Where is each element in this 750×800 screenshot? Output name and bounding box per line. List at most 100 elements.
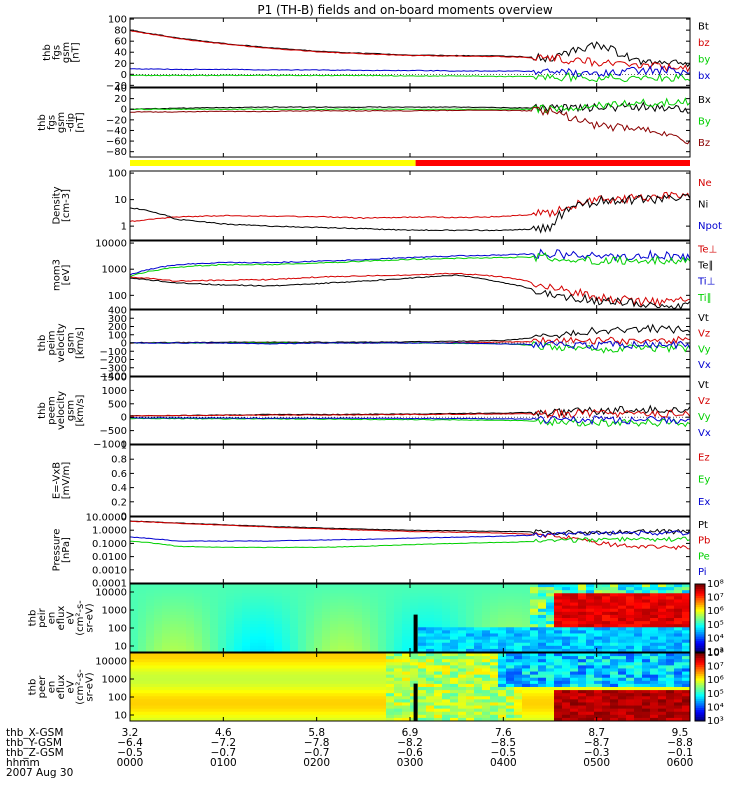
- orbit-value-x: 4.6: [215, 727, 232, 739]
- electron_spectrogram-colorbar-label: 10³: [707, 716, 724, 727]
- orbit-value-hhmm: 0000: [117, 757, 144, 769]
- electron_spectrogram-ytick-label: 10000: [95, 657, 127, 668]
- ion_velocity-ylabel-line: peim: [47, 330, 58, 355]
- electron_spectrogram-colorbar-label: 10⁸: [707, 648, 724, 659]
- ion_velocity-legend-item: Vx: [698, 360, 711, 371]
- plot-title: P1 (TH-B) fields and on-board moments ov…: [257, 3, 553, 17]
- fgs_gsm_dipole-ylabel-line: -dip: [66, 113, 77, 132]
- electron_velocity-ylabel-line: thb: [37, 402, 48, 419]
- ion_spectrogram-ytick-label: 1000: [102, 606, 127, 617]
- efield-ylabel-line: E=-VxB: [51, 462, 62, 499]
- ion_spectrogram-data-gap: [413, 614, 418, 652]
- temperature-ylabel: mom3[eV]: [51, 259, 72, 291]
- electron_velocity-ylabel-line: peem: [47, 396, 58, 424]
- electron_velocity-ytick-label: −1000: [93, 440, 127, 451]
- pressure-ylabel-line: Pressure: [51, 529, 62, 572]
- fgs_gsm_dipole-ytick-label: 20: [114, 94, 127, 105]
- density-ylabel: Density[cm-3]: [51, 186, 72, 224]
- ion_velocity-ytick-label: −100: [100, 347, 127, 358]
- density-ytick-label: 1: [121, 222, 127, 233]
- panel-mode-bar: [130, 160, 690, 166]
- fgs_gsm_dipole-frame: [129, 87, 691, 158]
- orbit-value-y: −7.8: [304, 737, 330, 749]
- efield-ytick-label: 0.6: [111, 469, 127, 480]
- electron_spectrogram-colorbar-label: 10⁷: [707, 662, 724, 673]
- ion_spectrogram-ylabel-line: peir: [37, 607, 48, 627]
- temperature-ylabel-line: mom3: [51, 259, 62, 291]
- fgs_gsm-ylabel-line: thb: [42, 44, 53, 61]
- ion_spectrogram-colorbar-label: 10⁴: [707, 633, 724, 644]
- fgs_gsm-legend-item: bx: [698, 71, 710, 82]
- electron_velocity-ytick-label: 1000: [102, 386, 127, 397]
- electron_velocity-ytick-label: 1500: [102, 373, 127, 384]
- orbit-value-hhmm: 0300: [397, 757, 424, 769]
- fgs_gsm_dipole-ytick-label: −40: [106, 126, 127, 137]
- temperature-series-ti: [129, 252, 691, 277]
- orbit-value-hhmm: 0500: [583, 757, 610, 769]
- ion_velocity-ylabel-line: [km/s]: [75, 327, 86, 359]
- orbit-value-hhmm: 0100: [210, 757, 237, 769]
- orbit-value-y: −8.2: [397, 737, 423, 749]
- fgs_gsm_dipole-ytick-label: −20: [106, 115, 127, 126]
- pressure-ytick-label: 0.1000: [92, 539, 127, 550]
- density-legend-item: Ne: [698, 178, 712, 189]
- ion_spectrogram-colorbar-label: 10⁶: [707, 606, 724, 617]
- ion_spectrogram-ylabel-line: thb: [28, 610, 39, 627]
- electron_spectrogram-ytick-label: 1000: [102, 675, 127, 686]
- pressure-legend-item: Pb: [698, 536, 710, 547]
- pressure-legend-item: Pi: [698, 567, 707, 578]
- orbit-value-z: −0.5: [491, 747, 517, 759]
- fgs_gsm_dipole-legend-item: Bz: [698, 138, 710, 149]
- fgs_gsm-series-by: [129, 72, 691, 83]
- electron_spectrogram-ylabel-line: eV: [66, 680, 77, 693]
- ion_velocity-series-vt: [129, 323, 691, 344]
- ion_velocity-ylabel-line: velocity: [56, 323, 67, 362]
- ion_velocity-ytick-label: 0: [121, 339, 127, 350]
- temperature-legend-item: Ti⊥: [697, 277, 715, 288]
- temperature-ylabel-line: [eV]: [61, 265, 72, 286]
- electron_spectrogram-cells: [130, 653, 691, 722]
- ion_velocity-ytick-label: −200: [100, 355, 127, 366]
- electron_spectrogram-ytick-label: 10: [114, 711, 127, 722]
- fgs_gsm-ytick-label: −20: [106, 81, 127, 92]
- plot-date: 2007 Aug 30: [6, 767, 73, 779]
- density-ytick-label: 10: [114, 195, 127, 206]
- orbit-value-y: −8.8: [667, 737, 693, 749]
- orbit-value-x: 5.8: [308, 727, 325, 739]
- ion_spectrogram-colorbar-label: 10³: [707, 647, 724, 658]
- orbit-value-x: 3.2: [122, 727, 139, 739]
- efield-legend-item: Ez: [698, 453, 710, 464]
- ion_spectrogram-ylabel-line: sr-eV): [85, 603, 96, 632]
- temperature-legend-item: Te∥: [697, 261, 714, 272]
- orbit-value-z: −0.7: [304, 747, 330, 759]
- electron_spectrogram-ylabel-line: sr-eV): [85, 672, 96, 701]
- panel-density: 100 10 1 Ne Ni Npot Density[cm-3]: [51, 169, 722, 241]
- fgs_gsm_dipole-ytick-label: −80: [106, 147, 127, 158]
- efield-ytick-label: 0.4: [111, 483, 127, 494]
- pressure-frame: [129, 516, 691, 584]
- orbit-value-x: 7.6: [495, 727, 512, 739]
- electron_velocity-ylabel-line: velocity: [56, 391, 67, 430]
- orbit-value-hhmm: 0200: [303, 757, 330, 769]
- efield-ytick-label: 0.8: [111, 455, 127, 466]
- ion_spectrogram-colorbar-label: 10⁸: [707, 579, 724, 590]
- electron_spectrogram-ytick-label: 100: [108, 693, 127, 704]
- fgs_gsm-ytick-label: 20: [114, 59, 127, 70]
- efield-frame: [129, 444, 691, 517]
- efield-ytick-label: 0: [121, 512, 127, 523]
- panel-temperature: 10000 1000 100 Te⊥ Te∥ Ti⊥ Ti∥ mom3[eV]: [51, 239, 717, 311]
- density-ylabel-line: Density: [51, 186, 62, 224]
- ion_spectrogram-ytick-label: 10: [114, 642, 127, 653]
- pressure-ytick-label: 0.0010: [92, 565, 127, 576]
- fgs_gsm_dipole-legend-item: Bx: [698, 95, 711, 106]
- fgs_gsm_dipole-ylabel-line: fgs: [47, 115, 58, 130]
- pressure-series-pb: [129, 520, 691, 551]
- electron_velocity-series-vz: [129, 408, 691, 419]
- ion_spectrogram-colorbar-label: 10⁵: [707, 620, 724, 631]
- pressure-series-pi: [129, 530, 691, 542]
- electron_spectrogram-colorbar-label: 10⁴: [707, 702, 724, 713]
- electron_spectrogram-colorbar: 10³ 10⁴ 10⁵ 10⁶ 10⁷ 10⁸: [694, 648, 724, 727]
- ion_spectrogram-colorbar: 10³ 10⁴ 10⁵ 10⁶ 10⁷ 10⁸: [694, 579, 724, 658]
